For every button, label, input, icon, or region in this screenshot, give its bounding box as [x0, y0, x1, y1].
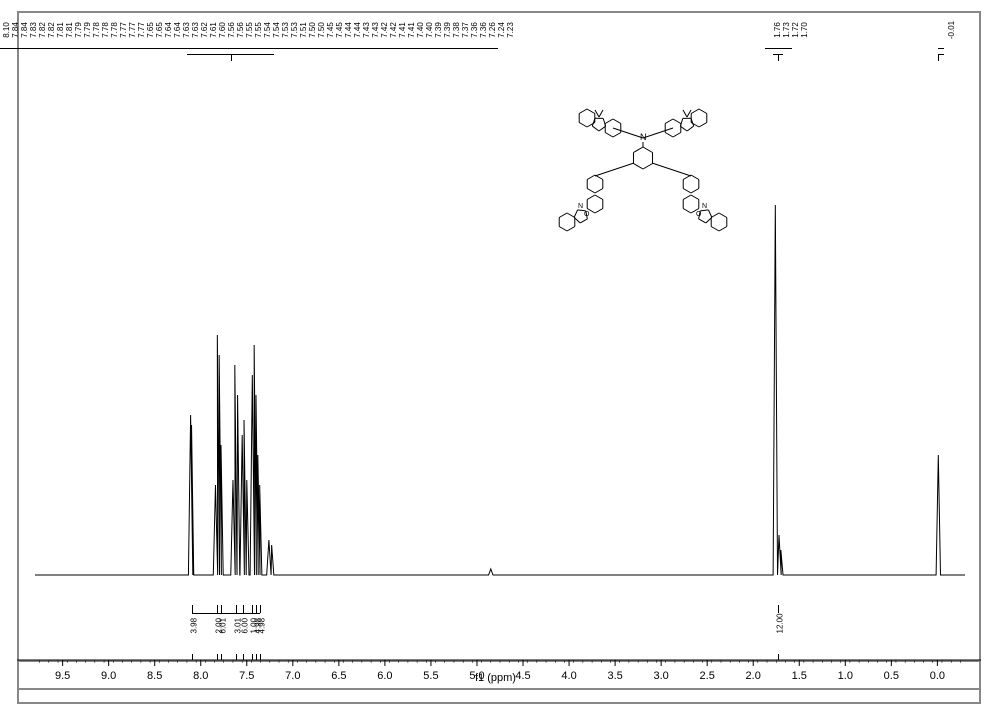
- axis-tick-label: 4.0: [561, 670, 576, 682]
- axis-title: f1 (ppm): [475, 672, 516, 684]
- axis-tick-label: 0.0: [930, 670, 945, 682]
- axis-tick-label: 6.0: [377, 670, 392, 682]
- axis-tick-label: 9.5: [55, 670, 70, 682]
- axis-tick-label: 4.5: [515, 670, 530, 682]
- axis-tick-label: 3.5: [607, 670, 622, 682]
- axis-tick-label: 8.5: [147, 670, 162, 682]
- axis-tick-label: 2.5: [700, 670, 715, 682]
- axis-tick-label: 8.0: [193, 670, 208, 682]
- axis-ticks: [0, 0, 1000, 718]
- axis-tick-label: 1.0: [838, 670, 853, 682]
- axis-tick-label: 7.0: [285, 670, 300, 682]
- axis-tick-label: 0.5: [884, 670, 899, 682]
- axis-tick-label: 6.5: [331, 670, 346, 682]
- axis-tick-label: 5.5: [423, 670, 438, 682]
- axis-tick-label: 2.0: [746, 670, 761, 682]
- axis-tick-label: 7.5: [239, 670, 254, 682]
- axis-tick-label: 9.0: [101, 670, 116, 682]
- axis-tick-label: 3.0: [653, 670, 668, 682]
- axis-tick-label: 1.5: [792, 670, 807, 682]
